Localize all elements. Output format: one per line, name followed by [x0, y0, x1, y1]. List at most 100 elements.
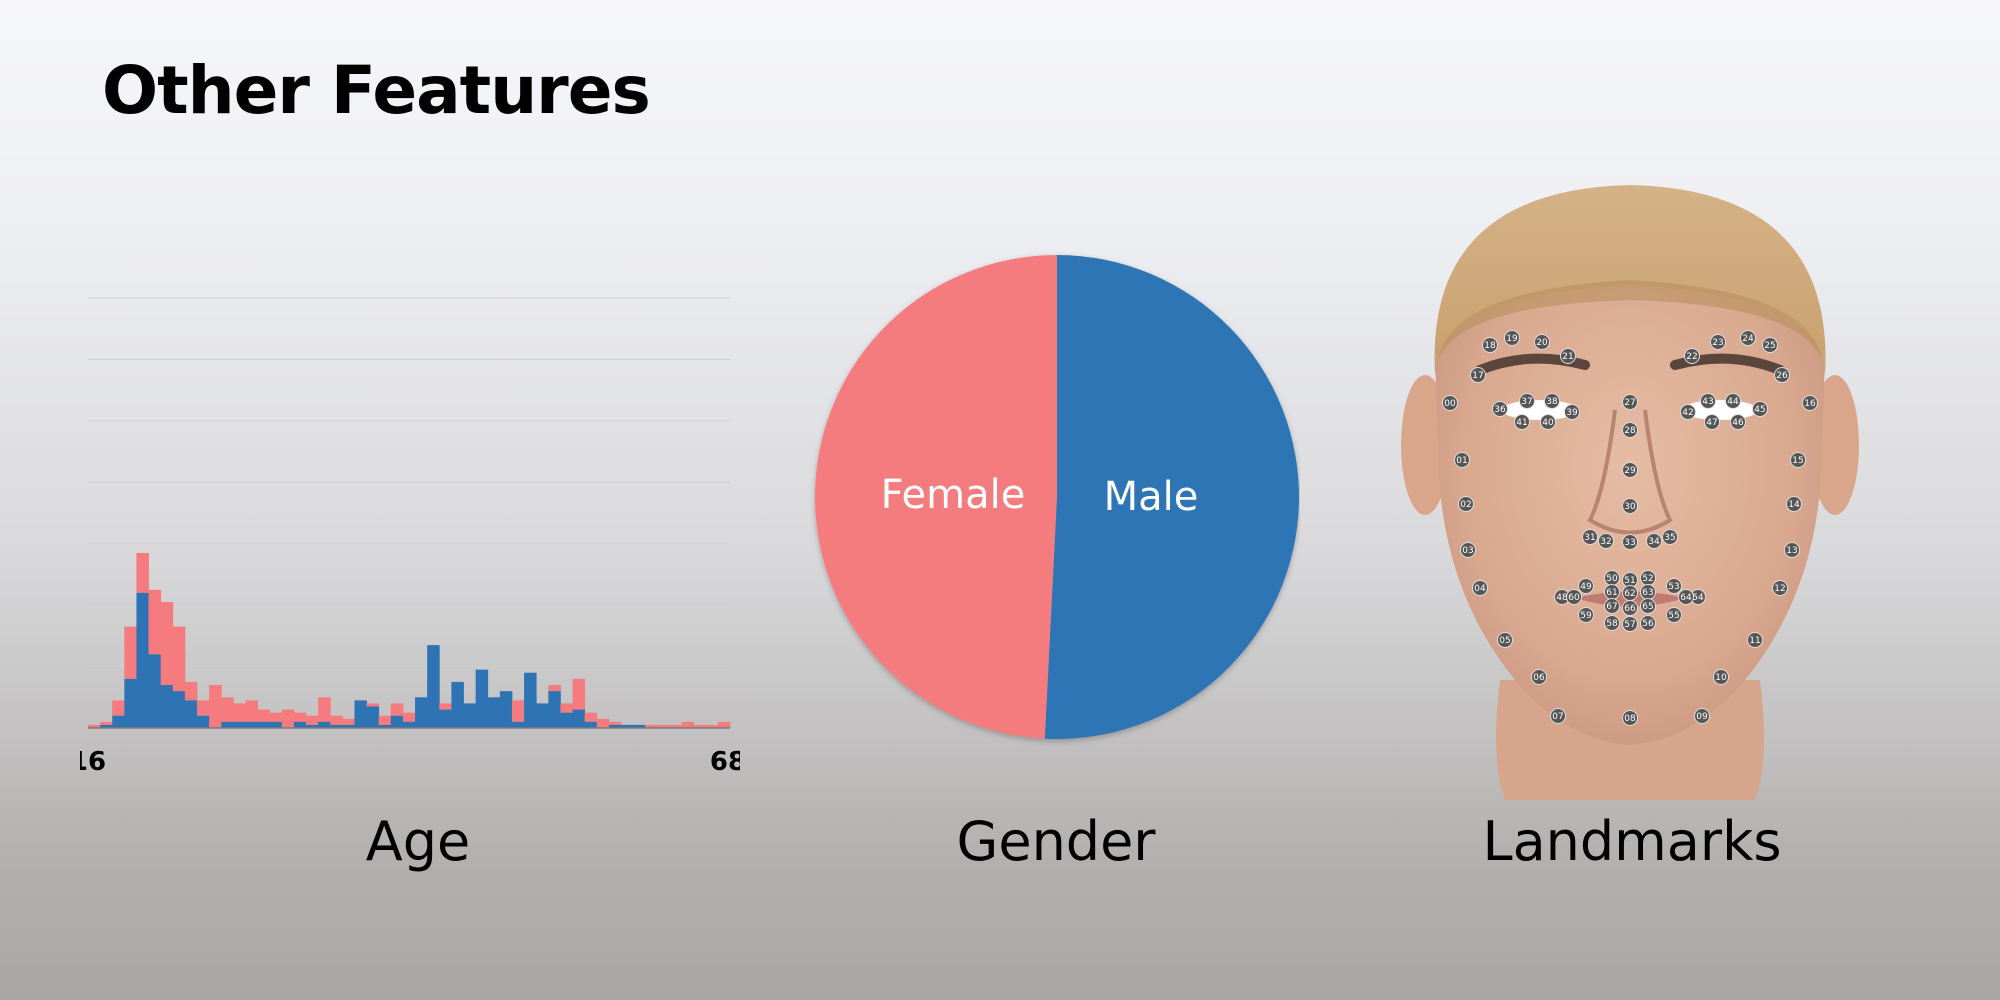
landmark-label: 65	[1642, 602, 1653, 612]
landmark-point: 22	[1684, 348, 1700, 364]
age-bar-female	[100, 721, 113, 725]
landmark-label: 35	[1664, 533, 1675, 543]
landmark-dot	[1662, 529, 1678, 545]
nose	[1587, 409, 1673, 535]
landmark-label: 26	[1776, 371, 1788, 381]
landmark-point: 10	[1713, 669, 1729, 685]
landmark-point: 11	[1747, 632, 1763, 648]
age-bar-male	[415, 697, 428, 728]
landmark-label: 27	[1624, 398, 1635, 408]
landmark-dot	[1725, 393, 1741, 409]
landmark-label: 02	[1460, 500, 1471, 510]
age-bar-male	[197, 715, 210, 728]
landmark-label: 25	[1764, 341, 1775, 351]
landmark-point: 07	[1550, 708, 1566, 724]
landmark-point: 02	[1458, 496, 1474, 512]
landmark-point: 34	[1646, 533, 1662, 549]
landmark-label: 12	[1774, 584, 1785, 594]
landmark-point: 45	[1752, 401, 1768, 417]
age-bar-female	[705, 724, 719, 728]
landmark-label: 53	[1668, 582, 1679, 592]
landmark-label: 01	[1456, 456, 1467, 466]
landmark-point: 33	[1622, 534, 1638, 550]
landmark-dot	[1740, 330, 1756, 346]
landmark-label: 33	[1624, 538, 1635, 548]
landmark-point: 40	[1540, 414, 1556, 430]
landmark-point: 60	[1566, 589, 1582, 605]
landmark-point: 36	[1492, 401, 1508, 417]
gender-pie-chart: Female Male	[815, 255, 1300, 740]
age-bar-male	[172, 691, 186, 728]
age-bar-female	[318, 697, 331, 722]
landmark-point: 55	[1666, 607, 1682, 623]
age-bar-male	[487, 697, 501, 728]
landmark-point: 09	[1694, 708, 1710, 724]
landmark-dot	[1460, 542, 1476, 558]
landmark-dot	[1640, 598, 1656, 614]
landmark-point: 15	[1790, 452, 1806, 468]
landmark-point: 30	[1622, 498, 1638, 514]
landmark-dot	[1666, 578, 1682, 594]
age-bar-female	[681, 721, 695, 728]
age-bar-female	[439, 703, 452, 710]
landmark-point: 25	[1762, 337, 1778, 353]
age-bar-female	[209, 685, 222, 728]
landmark-dot	[1784, 542, 1800, 558]
left-eyebrow	[1475, 353, 1590, 375]
landmark-point: 27	[1622, 394, 1638, 410]
age-bar-female	[293, 712, 307, 722]
age-bar-male	[366, 706, 380, 728]
age-label: Age	[365, 810, 471, 873]
age-bar-female	[608, 721, 622, 725]
landmark-point: 21	[1560, 348, 1576, 364]
landmark-point: 59	[1578, 607, 1594, 623]
landmark-label: 10	[1715, 673, 1727, 683]
landmark-dot	[1700, 393, 1716, 409]
age-bar-male	[633, 724, 646, 728]
landmark-dot	[1470, 367, 1486, 383]
cap-band	[1438, 280, 1822, 360]
landmark-dot	[1531, 669, 1547, 685]
landmark-point: 57	[1622, 616, 1638, 632]
landmark-dot	[1514, 414, 1530, 430]
age-bar-female	[548, 685, 561, 692]
landmark-dot	[1622, 498, 1638, 514]
landmark-label: 45	[1754, 405, 1765, 415]
landmark-dot	[1684, 348, 1700, 364]
landmark-point: 14	[1786, 496, 1802, 512]
landmark-dot	[1566, 589, 1582, 605]
landmark-label: 43	[1702, 397, 1713, 407]
landmark-point: 61	[1604, 584, 1620, 600]
age-bar-male	[269, 721, 283, 728]
landmark-dot	[1730, 414, 1746, 430]
landmark-dot	[1458, 496, 1474, 512]
right-eyebrow	[1670, 353, 1785, 375]
landmark-dot	[1680, 404, 1696, 420]
age-bar-male	[124, 678, 137, 728]
age-bar-female	[257, 709, 271, 722]
landmark-dot	[1598, 533, 1614, 549]
landmark-label: 60	[1568, 593, 1580, 603]
age-bar-female	[330, 715, 343, 725]
face-drawing	[1401, 185, 1859, 800]
landmark-dot	[1582, 529, 1598, 545]
landmark-label: 58	[1606, 619, 1618, 629]
age-bar-male	[378, 724, 392, 728]
landmark-dot	[1534, 334, 1550, 350]
landmark-dot	[1550, 708, 1566, 724]
age-bar-female	[560, 703, 573, 713]
landmark-point: 20	[1534, 334, 1550, 350]
landmark-point: 28	[1622, 422, 1638, 438]
age-bar-female	[112, 700, 125, 716]
landmark-label: 64	[1680, 593, 1692, 603]
age-bar-female	[657, 724, 670, 728]
landmark-dot	[1747, 632, 1763, 648]
age-bar-female	[136, 552, 149, 593]
landmark-label: 41	[1516, 418, 1527, 428]
landmark-label: 28	[1624, 426, 1636, 436]
landmarks-label: Landmarks	[1482, 810, 1782, 873]
landmark-point: 17	[1470, 367, 1486, 383]
age-bar-female	[342, 718, 355, 725]
landmark-dot	[1540, 414, 1556, 430]
gender-label: Gender	[956, 810, 1156, 873]
